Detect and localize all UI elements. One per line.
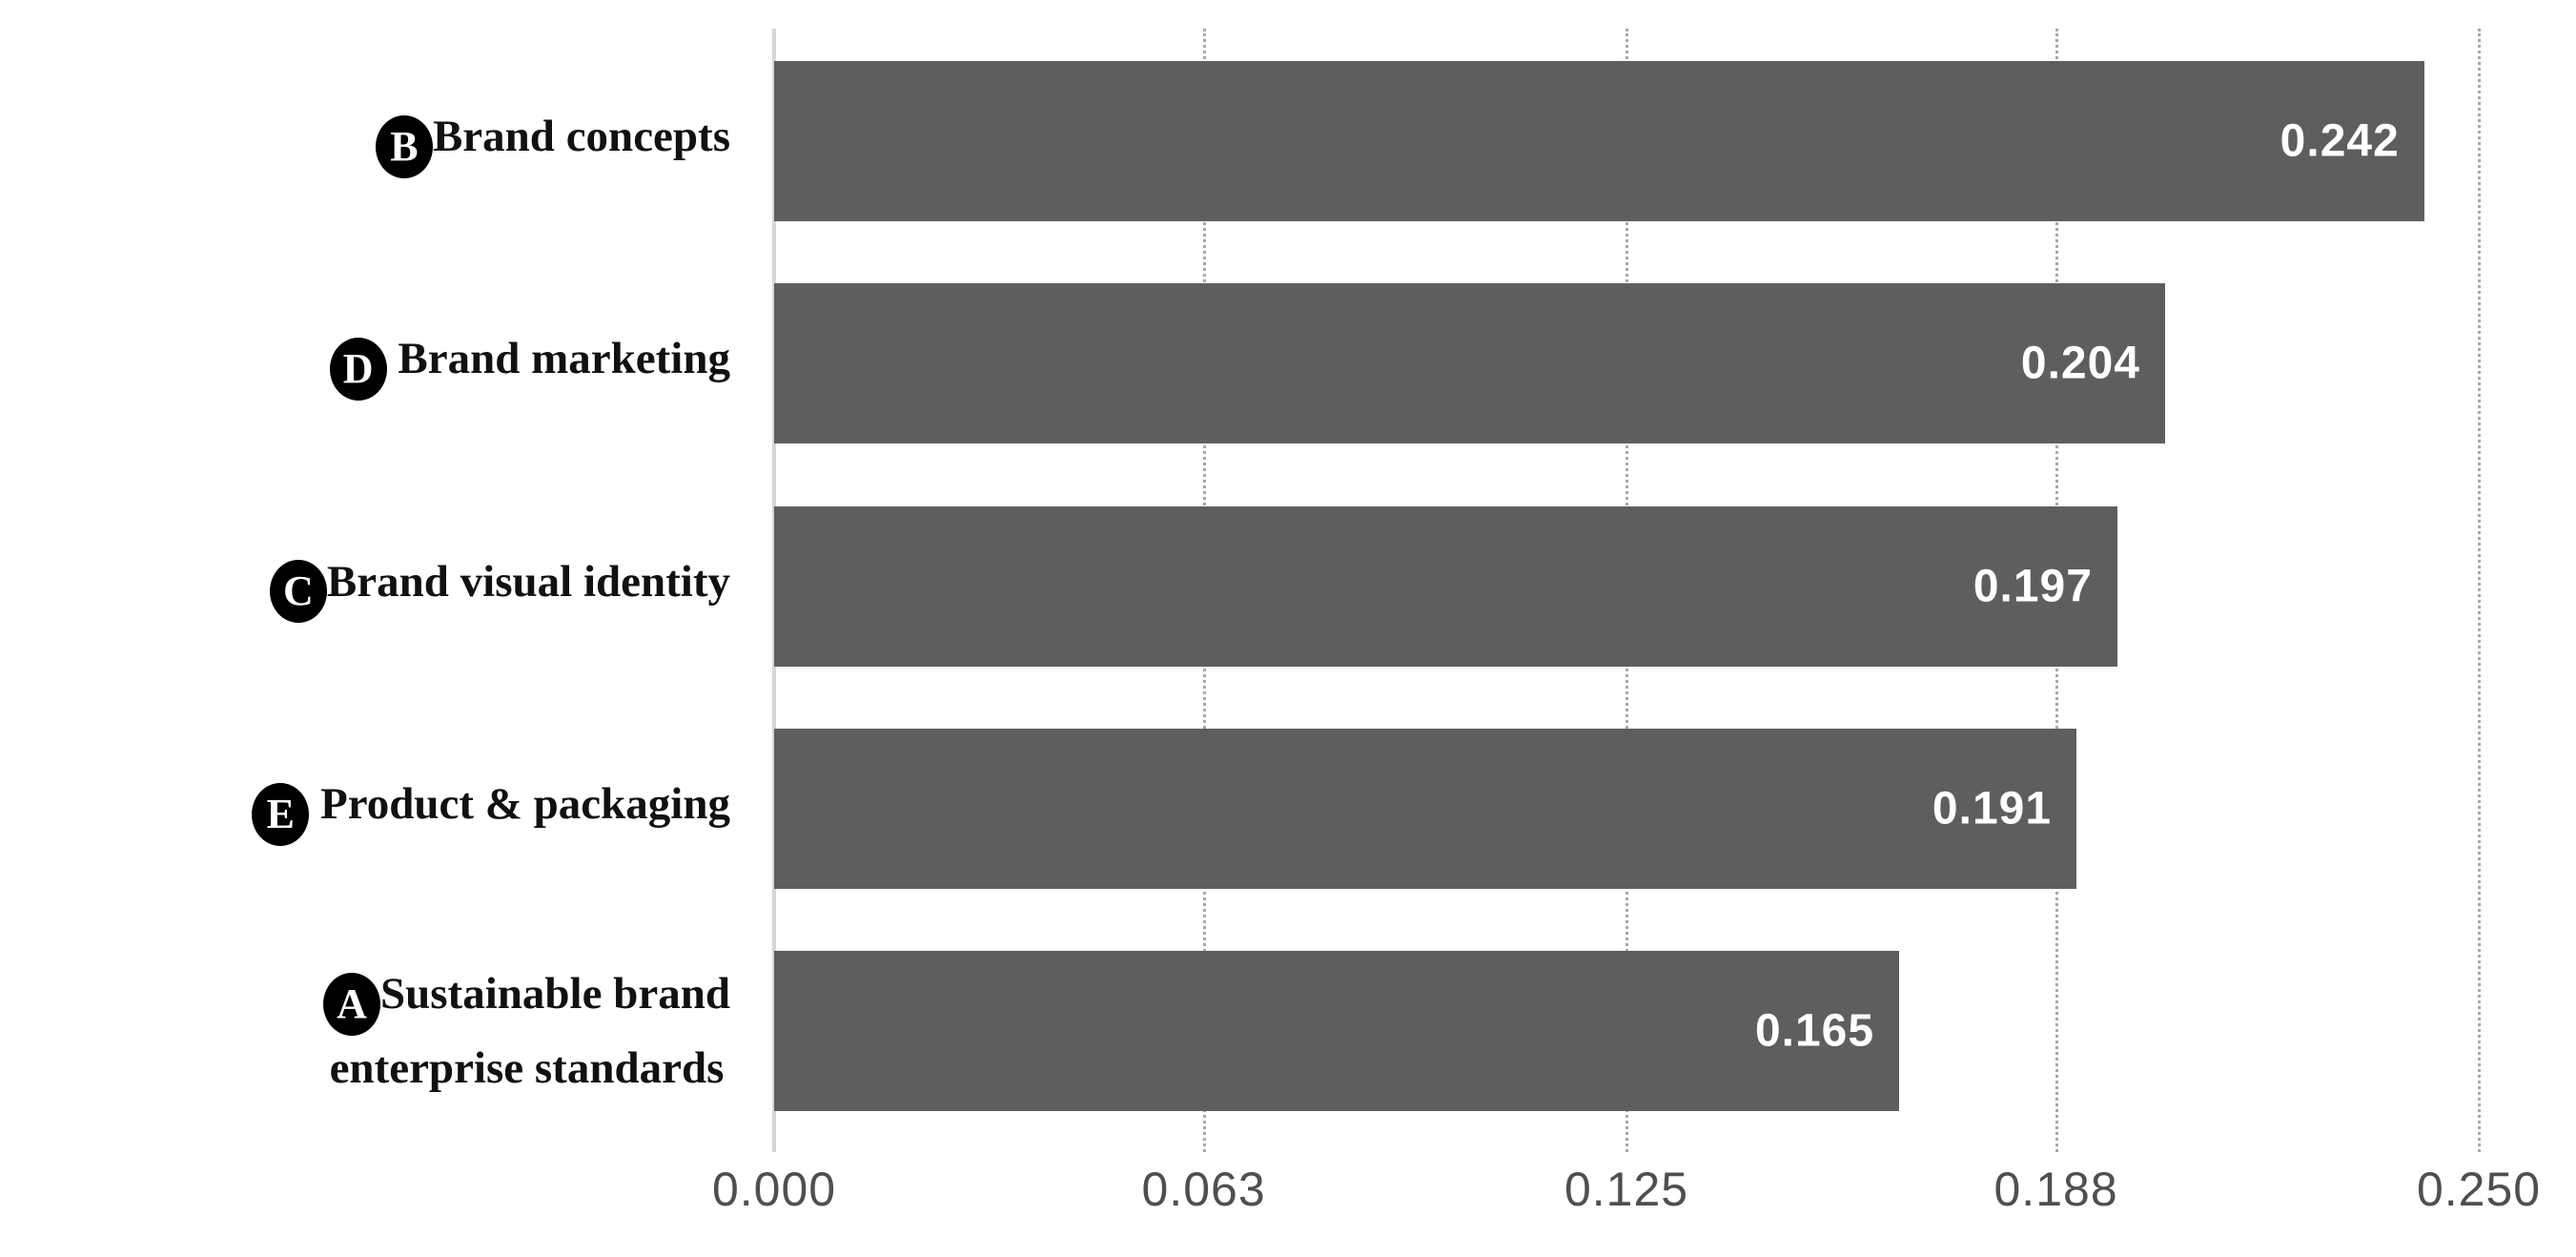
bar-value-label: 0.242 — [2280, 115, 2400, 167]
bar: 0.242 — [774, 61, 2424, 221]
category-label-row: D Brand marketing — [0, 283, 746, 443]
category-label-row: B Brand concepts — [0, 61, 746, 221]
category-label-text: Sustainable brand enterprise standards — [329, 969, 730, 1093]
circled-letter-marker: A — [322, 972, 380, 1036]
bar-value-label: 0.165 — [1754, 1005, 1875, 1057]
category-label-row: E Product & packaging — [0, 729, 746, 889]
category-label-text: Brand concepts — [432, 112, 730, 162]
x-tick-label: 0.250 — [2416, 1163, 2542, 1216]
bar: 0.204 — [774, 283, 2165, 444]
bar-value-label: 0.204 — [2020, 338, 2140, 389]
bar-value-label: 0.197 — [1973, 561, 2093, 611]
category-label-text: Brand marketing — [386, 334, 730, 384]
x-tick-label: 0.188 — [1993, 1163, 2118, 1216]
category-label: C Brand visual identity — [269, 549, 730, 624]
category-label: D Brand marketing — [329, 326, 730, 402]
category-label-row: C Brand visual identity — [0, 506, 746, 667]
category-label-row: A Sustainable brand enterprise standards — [0, 951, 746, 1111]
gridline — [2478, 29, 2481, 1152]
circled-letter-marker: D — [329, 338, 387, 402]
category-label-text: Product & packaging — [309, 778, 730, 829]
bar-value-label: 0.191 — [1932, 783, 2053, 835]
bar: 0.191 — [774, 728, 2077, 889]
plot-area: 0.242 0.204 0.197 0.191 0.165 — [772, 29, 2517, 1152]
circled-letter-marker: C — [269, 560, 327, 624]
bar: 0.165 — [774, 951, 1900, 1111]
category-label: B Brand concepts — [375, 104, 730, 178]
circled-letter-marker: B — [375, 114, 433, 178]
category-label: A Sustainable brand enterprise standards — [322, 961, 730, 1101]
circled-letter-marker: E — [252, 782, 310, 846]
x-tick-label: 0.063 — [1141, 1163, 1266, 1216]
category-label: E Product & packaging — [252, 772, 730, 846]
x-tick-label: 0.000 — [711, 1163, 837, 1216]
category-label-text: Brand visual identity — [326, 556, 730, 607]
x-tick-label: 0.125 — [1564, 1163, 1689, 1216]
bar: 0.197 — [774, 505, 2117, 667]
